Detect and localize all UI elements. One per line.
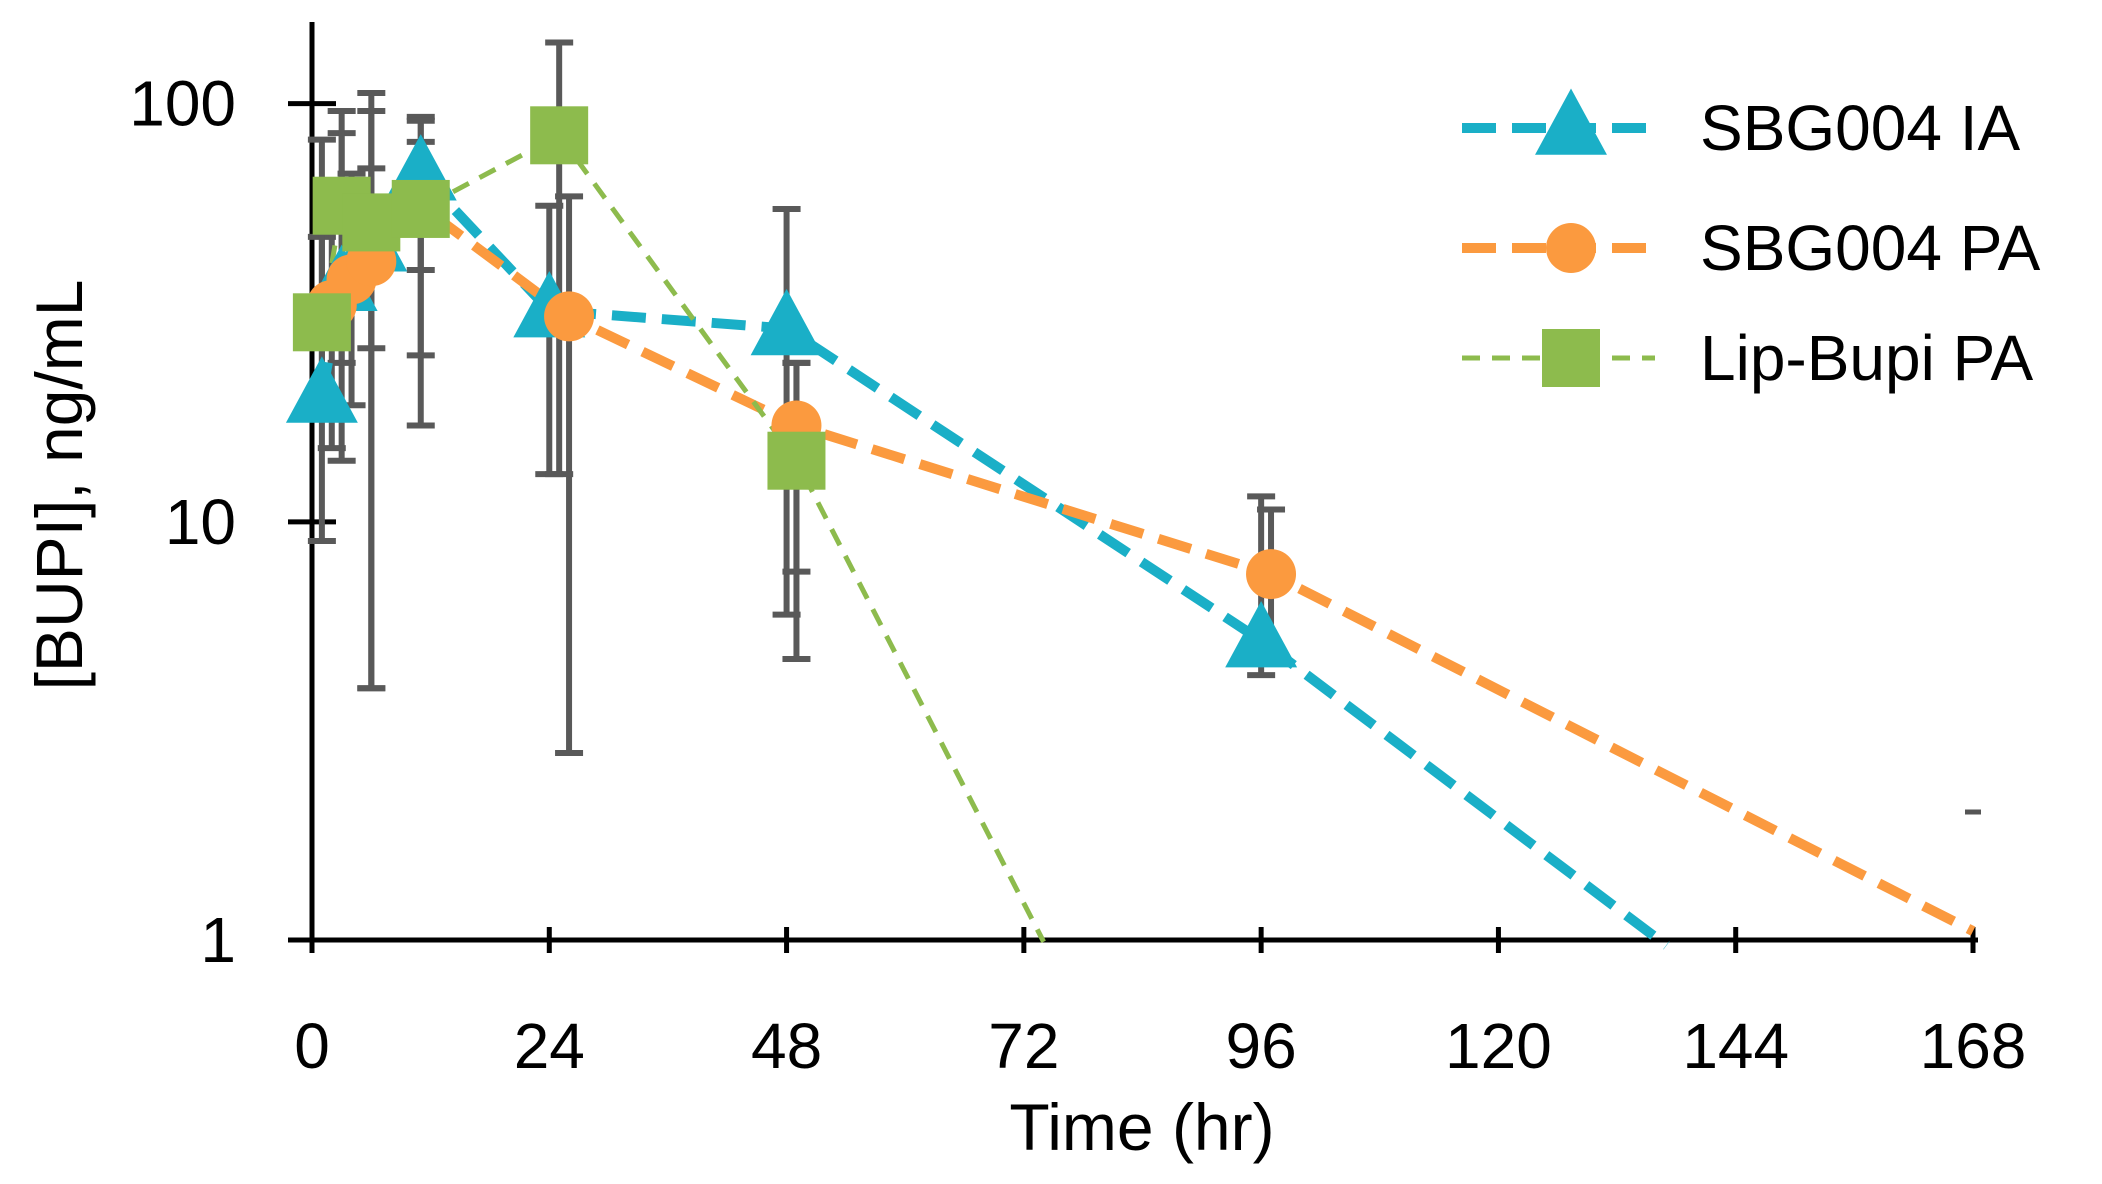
data-point (391, 179, 450, 238)
data-point (750, 288, 823, 356)
legend-marker (1546, 223, 1596, 273)
legend-item: SBG004 PA (1462, 212, 2041, 284)
data-point (530, 106, 589, 165)
x-tick-label: 120 (1445, 1010, 1552, 1082)
data-point (342, 193, 401, 252)
x-tick-label: 0 (294, 1010, 330, 1082)
y-tick-label: 1 (200, 904, 236, 976)
x-tick-label: 24 (514, 1010, 585, 1082)
x-tick-label: 72 (988, 1010, 1059, 1082)
legend-item: SBG004 IA (1462, 88, 2021, 164)
y-tick-label: 10 (165, 486, 236, 558)
x-tick-label: 96 (1226, 1010, 1297, 1082)
series-line (316, 165, 1670, 950)
data-point (292, 293, 351, 352)
legend-label: SBG004 PA (1700, 212, 2041, 284)
legend-marker (1535, 88, 1607, 155)
series-line (319, 132, 1046, 943)
error-bar (357, 90, 386, 692)
x-tick-label: 144 (1682, 1010, 1789, 1082)
x-tick-label: 48 (751, 1010, 822, 1082)
y-axis-title: [BUPI], ng/mL (22, 280, 96, 691)
x-axis-title: Time (hr) (1009, 1090, 1274, 1164)
legend-marker (1542, 329, 1600, 387)
legend-label: Lip-Bupi PA (1700, 322, 2034, 394)
error-bars (307, 39, 1286, 757)
data-point (1246, 549, 1297, 600)
legend-item: Lip-Bupi PA (1462, 322, 2034, 394)
series-line (327, 198, 1976, 936)
y-tick-labels: 1 10 100 (129, 68, 236, 976)
y-tick-label: 100 (129, 68, 236, 140)
legend-label: SBG004 IA (1700, 92, 2021, 164)
data-point (544, 291, 595, 342)
series-markers (285, 106, 1298, 668)
x-tick-label: 168 (1920, 1010, 2027, 1082)
x-tick-labels: 0 24 48 72 96 120 144 168 (294, 1010, 2026, 1082)
data-point (285, 356, 358, 423)
data-point (767, 431, 826, 490)
data-point (1225, 601, 1298, 668)
legend: SBG004 IA SBG004 PA Lip-Bupi PA (1462, 88, 2041, 394)
